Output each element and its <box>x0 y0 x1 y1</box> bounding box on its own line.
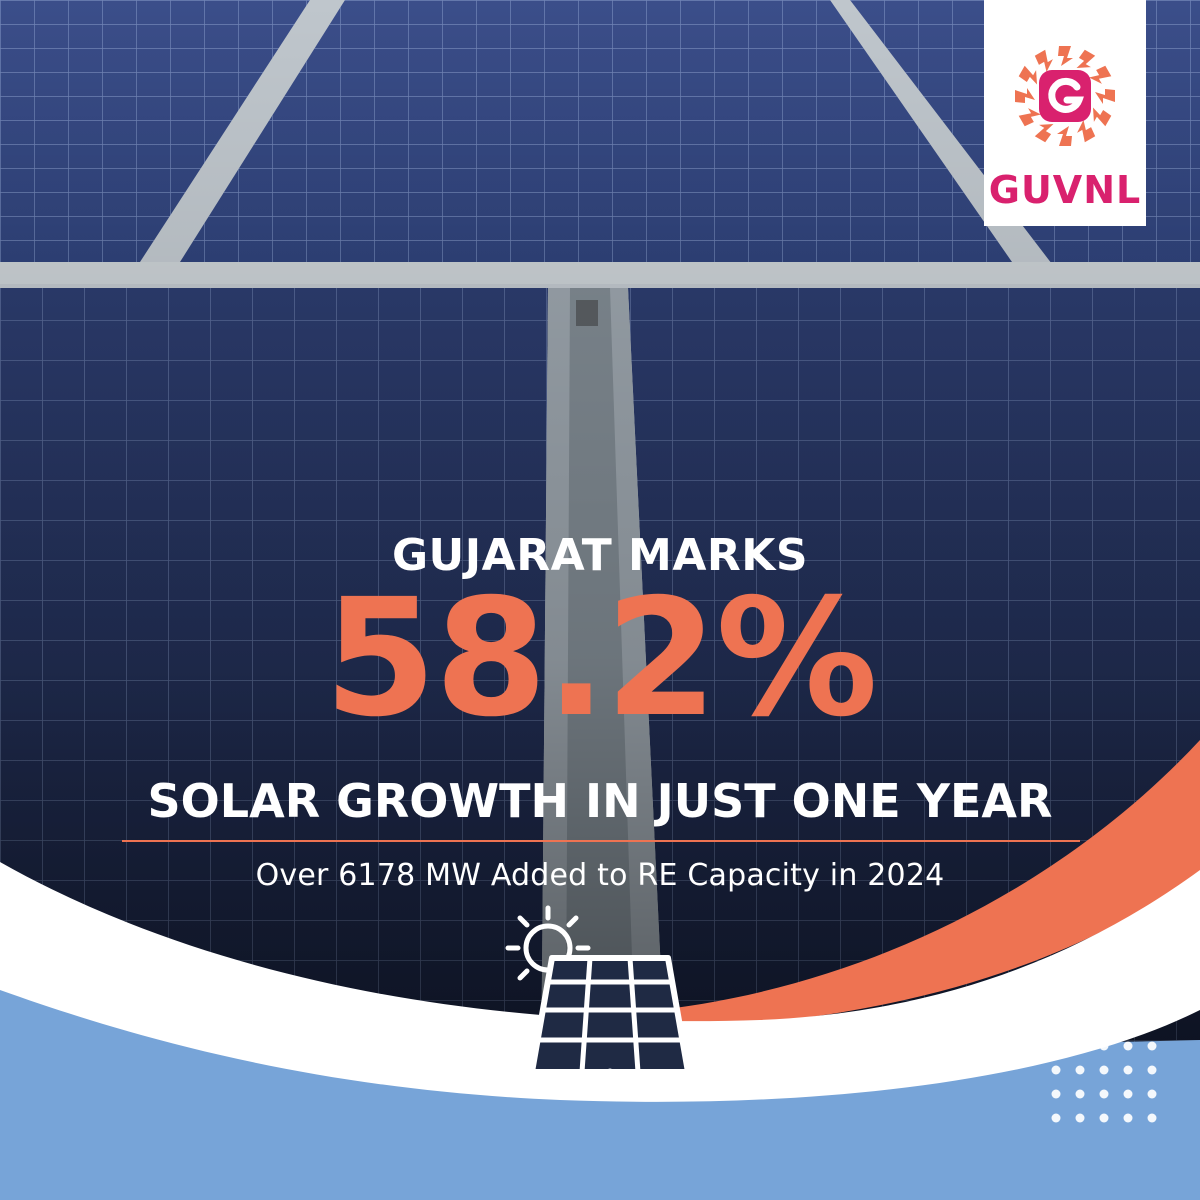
decor-dot <box>1075 1089 1085 1099</box>
decor-dot <box>1123 1041 1133 1051</box>
decor-dot <box>1147 1041 1157 1051</box>
guvnl-logo: GUVNL <box>984 0 1146 226</box>
logo-ray <box>1092 107 1112 127</box>
dot-grid-icon <box>1051 1041 1157 1123</box>
decor-dot <box>1075 1041 1085 1051</box>
logo-ray <box>1018 108 1042 127</box>
decor-dot <box>1051 1113 1061 1123</box>
decor-dot <box>1147 1065 1157 1075</box>
subline: Over 6178 MW Added to RE Capacity in 202… <box>255 858 945 893</box>
decor-dot <box>1099 1065 1109 1075</box>
decor-dot <box>1147 1113 1157 1123</box>
decor-dot <box>1051 1065 1061 1075</box>
logo-ray <box>1058 46 1073 66</box>
logo-ray <box>1088 65 1112 84</box>
decor-dot <box>1075 1065 1085 1075</box>
decor-dot <box>1123 1113 1133 1123</box>
brand-name: GUVNL <box>988 168 1142 212</box>
logo-ray <box>1015 88 1035 103</box>
headline-line-1: GUJARAT MARKS <box>391 530 809 581</box>
logo-ray <box>1076 49 1096 69</box>
logo-ray <box>1095 89 1115 104</box>
decor-dot <box>1099 1089 1109 1099</box>
headline-line-2: SOLAR GROWTH IN JUST ONE YEAR <box>147 774 1053 828</box>
decor-dot <box>1075 1113 1085 1123</box>
divider <box>122 840 1080 842</box>
logo-ray <box>1034 123 1054 143</box>
decor-dot <box>1051 1089 1061 1099</box>
headline-figure: 58.2% <box>323 565 878 753</box>
decor-dot <box>1123 1089 1133 1099</box>
logo-ray <box>1057 126 1072 146</box>
sun-rays-g-logo-icon <box>1015 46 1115 146</box>
decor-dot <box>1099 1041 1109 1051</box>
decor-dot <box>1051 1041 1061 1051</box>
logo-ray <box>1077 119 1096 143</box>
logo-ray <box>1018 65 1038 85</box>
decor-dot <box>1123 1065 1133 1075</box>
decor-dot <box>1099 1113 1109 1123</box>
logo-ray <box>1034 49 1053 73</box>
solar-panel-sun-icon <box>505 905 691 1092</box>
decor-dot <box>1147 1089 1157 1099</box>
